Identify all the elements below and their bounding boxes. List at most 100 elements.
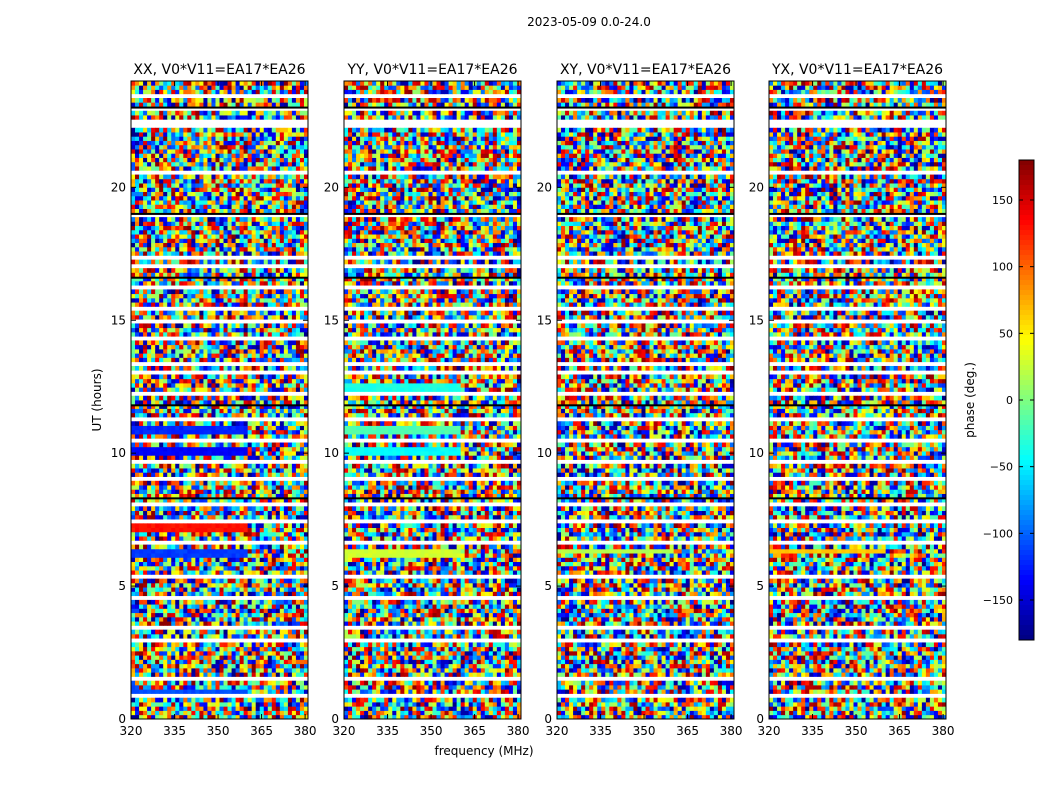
phase-cell bbox=[143, 455, 148, 460]
phase-cell bbox=[199, 395, 204, 401]
phase-cell bbox=[131, 183, 136, 188]
phase-cell bbox=[191, 510, 196, 516]
phase-cell bbox=[163, 531, 168, 537]
phase-cell bbox=[179, 480, 184, 486]
phase-cell bbox=[275, 468, 281, 473]
phase-cell bbox=[255, 421, 261, 426]
phase-cell bbox=[211, 642, 216, 648]
phase-cell bbox=[299, 565, 305, 571]
phase-cell bbox=[151, 544, 156, 550]
phase-cell bbox=[291, 442, 297, 448]
phase-cell bbox=[167, 633, 172, 639]
phase-cell bbox=[195, 506, 200, 511]
phase-cell bbox=[287, 353, 293, 358]
phase-cell bbox=[223, 340, 228, 346]
phase-cell bbox=[247, 480, 253, 486]
phase-cell bbox=[215, 268, 220, 273]
phase-cell bbox=[259, 493, 265, 499]
phase-cell bbox=[243, 591, 249, 597]
phase-cell bbox=[187, 485, 192, 490]
phase-cell bbox=[271, 136, 277, 141]
phase-cell bbox=[231, 140, 236, 146]
phase-cell bbox=[267, 463, 273, 469]
phase-cell bbox=[219, 382, 224, 388]
phase-cell bbox=[231, 344, 236, 350]
phase-cell bbox=[155, 429, 160, 435]
phase-cell bbox=[143, 659, 148, 665]
phase-cell bbox=[295, 446, 301, 452]
phase-cell bbox=[159, 183, 164, 188]
phase-cell bbox=[195, 174, 200, 180]
phase-cell bbox=[191, 429, 196, 435]
phase-cell bbox=[131, 365, 136, 371]
phase-cell bbox=[143, 604, 148, 609]
phase-cell bbox=[199, 208, 204, 214]
phase-cell bbox=[299, 289, 305, 295]
phase-cell bbox=[271, 472, 277, 477]
phase-cell bbox=[243, 442, 249, 448]
phase-cell bbox=[211, 140, 216, 146]
phase-cell bbox=[279, 604, 285, 609]
phase-cell bbox=[199, 527, 204, 533]
phase-cell bbox=[271, 387, 277, 392]
phase-cell bbox=[263, 650, 269, 656]
phase-cell bbox=[219, 591, 224, 597]
phase-cell bbox=[227, 489, 232, 494]
phase-cell bbox=[203, 659, 208, 665]
phase-cell bbox=[151, 506, 156, 511]
phase-cell bbox=[199, 387, 204, 392]
phase-cell bbox=[271, 149, 277, 154]
phase-cell bbox=[223, 234, 228, 239]
phase-cell bbox=[155, 506, 160, 511]
phase-cell bbox=[243, 514, 249, 520]
phase-cell bbox=[303, 553, 309, 558]
phase-cell bbox=[187, 183, 192, 188]
phase-cell bbox=[159, 149, 164, 154]
phase-cell bbox=[223, 544, 228, 550]
phase-cell bbox=[167, 174, 172, 180]
phase-cell bbox=[203, 348, 208, 354]
phase-cell bbox=[287, 672, 293, 677]
phase-cell bbox=[271, 655, 277, 660]
phase-cell bbox=[299, 489, 305, 494]
phase-cell bbox=[183, 144, 188, 150]
phase-cell bbox=[171, 161, 176, 167]
phase-cell bbox=[187, 242, 192, 248]
phase-cell bbox=[283, 395, 289, 401]
phase-cell bbox=[279, 710, 285, 716]
phase-cell bbox=[259, 684, 265, 690]
phase-cell bbox=[179, 144, 184, 150]
phase-cell bbox=[235, 400, 241, 405]
phase-cell bbox=[167, 259, 172, 265]
phase-cell bbox=[271, 493, 277, 499]
phase-cell bbox=[303, 714, 309, 720]
phase-cell bbox=[191, 655, 196, 660]
phase-cell bbox=[271, 293, 277, 299]
phase-cell bbox=[259, 429, 265, 435]
phase-cell bbox=[175, 455, 180, 460]
phase-cell bbox=[143, 684, 148, 690]
phase-cell bbox=[255, 689, 261, 694]
phase-cell bbox=[163, 493, 168, 499]
phase-cell bbox=[211, 557, 216, 563]
phase-cell bbox=[199, 225, 204, 231]
phase-cell bbox=[191, 544, 196, 550]
phase-cell bbox=[287, 331, 293, 337]
phase-cell bbox=[255, 672, 261, 677]
phase-cell bbox=[283, 655, 289, 660]
phase-cell bbox=[151, 327, 156, 333]
phase-cell bbox=[183, 616, 188, 622]
phase-cell bbox=[243, 348, 249, 354]
phase-cell bbox=[235, 289, 241, 295]
phase-cell bbox=[199, 544, 204, 550]
phase-cell bbox=[267, 548, 273, 554]
phase-cell bbox=[295, 259, 301, 265]
phase-cell bbox=[207, 280, 212, 286]
phase-cell bbox=[287, 174, 293, 180]
phase-cell bbox=[239, 331, 245, 337]
phase-cell bbox=[215, 650, 220, 656]
phase-cell bbox=[135, 183, 140, 188]
phase-cell bbox=[267, 276, 273, 282]
phase-cell bbox=[183, 327, 188, 333]
phase-cell bbox=[263, 578, 269, 584]
